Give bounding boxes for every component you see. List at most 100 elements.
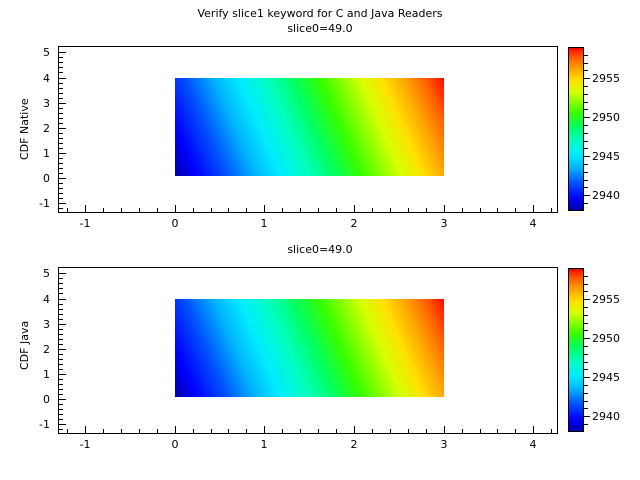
colorbar-tick-minor (584, 141, 588, 142)
y-tick-minor (59, 138, 63, 139)
y-tick-minor (59, 339, 63, 340)
x-tick-major (354, 426, 355, 433)
y-ticklabel: 5 (43, 46, 50, 59)
y-axis-label: CDF Java (18, 320, 31, 370)
y-tick-minor (59, 118, 63, 119)
y-tick-minor (59, 304, 63, 305)
x-tick-minor (228, 208, 229, 212)
y-tick-major (59, 103, 66, 104)
y-tick-minor (59, 414, 63, 415)
x-tick-minor (515, 208, 516, 212)
y-tick-minor (59, 148, 63, 149)
y-ticklabel: 0 (43, 172, 50, 185)
x-tick-minor (67, 208, 68, 212)
colorbar-tick-minor (584, 63, 588, 64)
x-tick-minor (193, 208, 194, 212)
y-tick-minor (59, 329, 63, 330)
x-tick-major (354, 205, 355, 212)
x-tick-minor (193, 429, 194, 433)
y-ticklabel: 2 (43, 122, 50, 135)
y-ticklabel: 4 (43, 293, 50, 306)
x-ticklabel: 0 (171, 438, 179, 451)
colorbar-tick-minor (584, 109, 588, 110)
y-tick-minor (59, 158, 63, 159)
colorbar-tick-minor (584, 401, 588, 402)
colorbar-tick-minor (584, 393, 588, 394)
y-tick-minor (59, 319, 63, 320)
x-tick-major (533, 205, 534, 212)
x-tick-minor (246, 429, 247, 433)
y-tick-minor (59, 108, 63, 109)
colorbar-tick-minor (584, 291, 588, 292)
x-tick-minor (139, 429, 140, 433)
colorbar-tick-minor (584, 125, 588, 126)
x-tick-minor (103, 429, 104, 433)
y-ticklabel: 5 (43, 267, 50, 280)
colorbar-tick-minor (584, 330, 588, 331)
panel-subtitle: slice0=49.0 (287, 22, 353, 35)
x-tick-minor (318, 208, 319, 212)
colorbar-ticklabel: 2940 (592, 410, 620, 423)
x-ticklabel: -1 (79, 217, 91, 230)
y-tick-minor (59, 98, 63, 99)
x-ticklabel: 4 (529, 217, 537, 230)
x-tick-minor (480, 429, 481, 433)
y-tick-minor (59, 57, 63, 58)
colorbar-ticklabel: 2950 (592, 111, 620, 124)
x-tick-minor (157, 208, 158, 212)
x-ticklabel: 0 (171, 217, 179, 230)
colorbar (568, 268, 584, 432)
y-tick-minor (59, 369, 63, 370)
x-tick-minor (282, 429, 283, 433)
y-tick-major (59, 273, 66, 274)
heatmap-image (175, 78, 444, 176)
colorbar (568, 47, 584, 211)
colorbar-tick-minor (584, 276, 588, 277)
y-tick-major (59, 128, 66, 129)
colorbar-tick-minor (584, 385, 588, 386)
y-tick-minor (59, 429, 63, 430)
colorbar-ticklabel: 2945 (592, 371, 620, 384)
y-ticklabel: -1 (39, 197, 50, 210)
x-tick-minor (408, 208, 409, 212)
x-tick-minor (497, 429, 498, 433)
y-tick-minor (59, 288, 63, 289)
colorbar-tick-minor (584, 354, 588, 355)
x-tick-minor (282, 208, 283, 212)
y-axis-label: CDF Native (18, 98, 31, 160)
colorbar-tick-major (584, 117, 590, 118)
x-tick-minor (497, 208, 498, 212)
x-ticklabel: 1 (260, 217, 268, 230)
x-tick-minor (211, 208, 212, 212)
colorbar-tick-minor (584, 133, 588, 134)
x-ticklabel: 3 (440, 217, 448, 230)
y-tick-major (59, 203, 66, 204)
y-tick-minor (59, 334, 63, 335)
y-tick-minor (59, 173, 63, 174)
y-tick-minor (59, 198, 63, 199)
colorbar-tick-minor (584, 323, 588, 324)
x-tick-minor (426, 429, 427, 433)
y-tick-major (59, 349, 66, 350)
colorbar-tick-minor (584, 55, 588, 56)
y-tick-minor (59, 314, 63, 315)
x-tick-major (444, 205, 445, 212)
x-tick-major (175, 205, 176, 212)
y-tick-major (59, 374, 66, 375)
heatmap-image (175, 299, 444, 397)
x-tick-major (264, 426, 265, 433)
y-tick-minor (59, 404, 63, 405)
x-tick-minor (157, 429, 158, 433)
colorbar-tick-minor (584, 172, 588, 173)
colorbar-tick-minor (584, 315, 588, 316)
y-tick-minor (59, 83, 63, 84)
x-ticklabel: 3 (440, 438, 448, 451)
y-tick-minor (59, 72, 63, 73)
x-tick-minor (480, 208, 481, 212)
y-ticklabel: 1 (43, 368, 50, 381)
x-tick-major (85, 205, 86, 212)
x-tick-major (264, 205, 265, 212)
y-tick-major (59, 324, 66, 325)
x-tick-minor (300, 429, 301, 433)
